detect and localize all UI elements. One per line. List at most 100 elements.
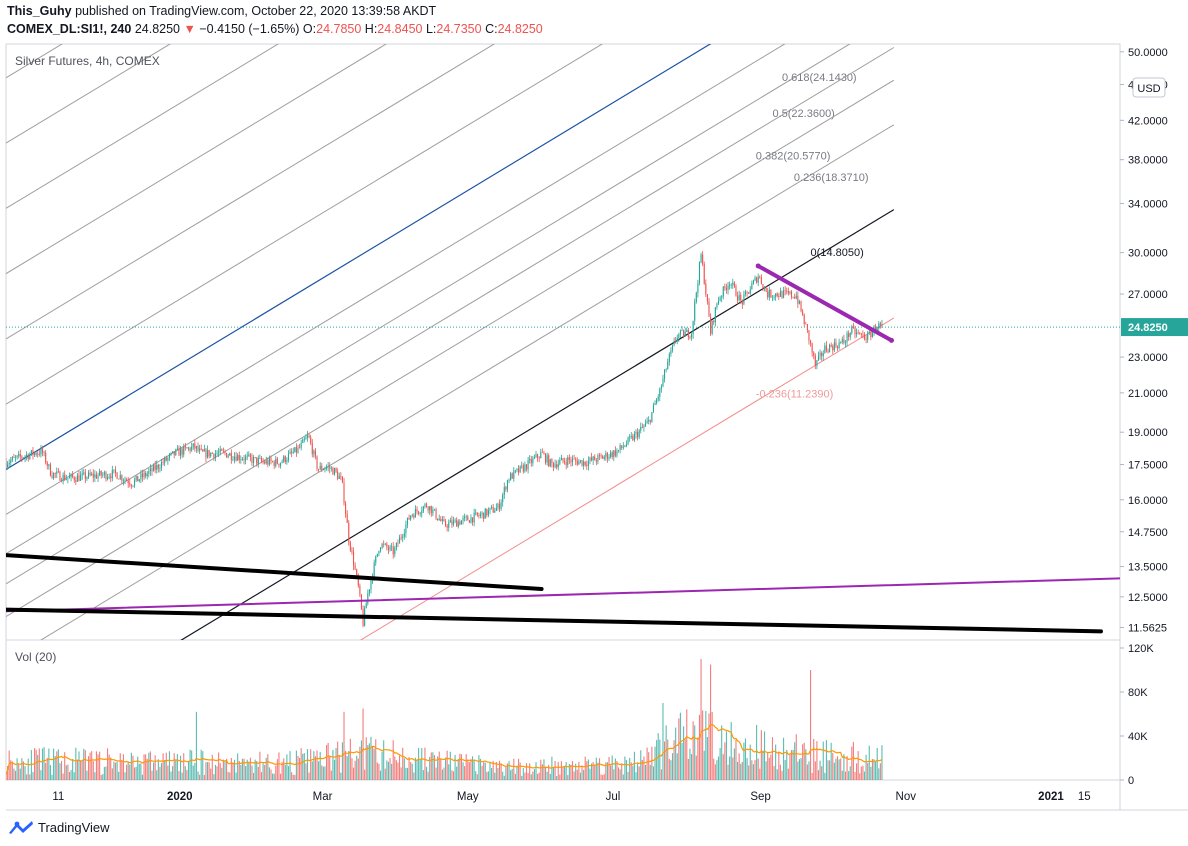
candle-body (537, 454, 539, 458)
candle-body (479, 514, 482, 517)
volume-bar (651, 746, 653, 780)
volume-bar (511, 768, 513, 780)
volume-bar (644, 764, 647, 780)
price-tick-label: 14.7500 (1128, 527, 1168, 539)
volume-bar (570, 764, 572, 780)
volume-bar (795, 734, 797, 780)
candle-body (697, 283, 699, 293)
volume-bar (840, 758, 842, 780)
candle-body (154, 465, 156, 470)
candle-body (525, 464, 528, 470)
tradingview-logo[interactable]: TradingView (8, 819, 110, 835)
candle-body (14, 457, 17, 458)
volume-bar (435, 767, 437, 780)
candle-body (172, 451, 174, 453)
candle-body (249, 454, 251, 458)
volume-bar (200, 749, 202, 780)
candle-body (299, 447, 301, 449)
currency-badge[interactable]: USD (1132, 77, 1166, 98)
candle-body (675, 340, 677, 342)
candle-body (370, 580, 372, 590)
channel-extra-line (6, 44, 172, 144)
candle-body (392, 546, 394, 555)
candle-body (571, 458, 574, 463)
volume-bar (537, 773, 539, 780)
candle-body (746, 291, 748, 293)
price-tick-label: 16.0000 (1128, 495, 1168, 507)
volume-bar (727, 764, 729, 780)
volume-bar (343, 711, 345, 780)
volume-bar (543, 759, 545, 780)
volume-bar (229, 772, 231, 780)
candle-body (741, 299, 743, 305)
candle-body (681, 330, 683, 331)
volume-bar (462, 762, 464, 780)
time-tick-label: May (457, 791, 479, 803)
candle-body (621, 445, 623, 448)
volume-bar (768, 757, 770, 780)
volume-bar (865, 754, 867, 780)
candle-body (295, 447, 297, 453)
candle-body (759, 276, 761, 278)
candle-body (644, 423, 647, 426)
candle-body (124, 479, 126, 481)
volume-bar (384, 768, 386, 780)
volume-bar (226, 758, 228, 780)
volume-bar (829, 760, 831, 780)
candle-body (56, 471, 58, 474)
volume-bar (262, 763, 264, 780)
candle-body (195, 446, 197, 449)
volume-bar (294, 774, 296, 780)
candle-body (511, 473, 513, 479)
volume-bar (103, 766, 105, 780)
volume-bar (740, 763, 742, 780)
volume-bar (130, 752, 132, 780)
candle-body (575, 459, 577, 461)
volume-bar (29, 774, 31, 780)
candle-body (40, 448, 42, 455)
volume-bar (548, 764, 550, 780)
volume-bar (254, 759, 256, 780)
volume-bar (806, 764, 808, 780)
volume-bar (414, 757, 416, 780)
candle-body (827, 350, 829, 353)
volume-bar (554, 761, 556, 780)
candle-body (78, 475, 80, 481)
volume-bar (581, 765, 583, 780)
candle-body (102, 474, 104, 476)
candle-body (224, 451, 226, 454)
volume-bar (627, 771, 629, 780)
volume-bar (611, 755, 613, 780)
candle-body (165, 457, 167, 461)
volume-bar (587, 759, 589, 780)
volume-bar (197, 771, 199, 780)
volume-bar (83, 748, 85, 780)
candle-body (43, 452, 45, 454)
candle-body (6, 462, 7, 468)
volume-bar (679, 712, 681, 780)
volume-bar (119, 753, 121, 780)
volume-bar (687, 758, 689, 780)
channel-extra-line (6, 44, 280, 209)
candle-body (654, 403, 656, 406)
candle-body (819, 352, 821, 356)
candle-body (800, 301, 802, 312)
volume-bar (316, 750, 318, 780)
candle-body (841, 339, 843, 343)
volume-bar (476, 774, 478, 780)
candle-body (783, 290, 785, 298)
volume-bar (722, 754, 724, 780)
candle-body (24, 456, 26, 458)
volume-bar (789, 754, 791, 780)
volume-bar (148, 752, 150, 780)
author-name[interactable]: This_Guhy (7, 4, 72, 18)
last-price-tag (1121, 318, 1188, 337)
volume-bar (18, 764, 20, 780)
volume-bar (849, 766, 851, 780)
volume-bar (625, 760, 628, 780)
candle-body (806, 324, 808, 331)
symbol-name: COMEX_DL:SI1!, 240 (7, 22, 132, 36)
candle-body (684, 331, 686, 337)
candle-body (218, 452, 220, 454)
